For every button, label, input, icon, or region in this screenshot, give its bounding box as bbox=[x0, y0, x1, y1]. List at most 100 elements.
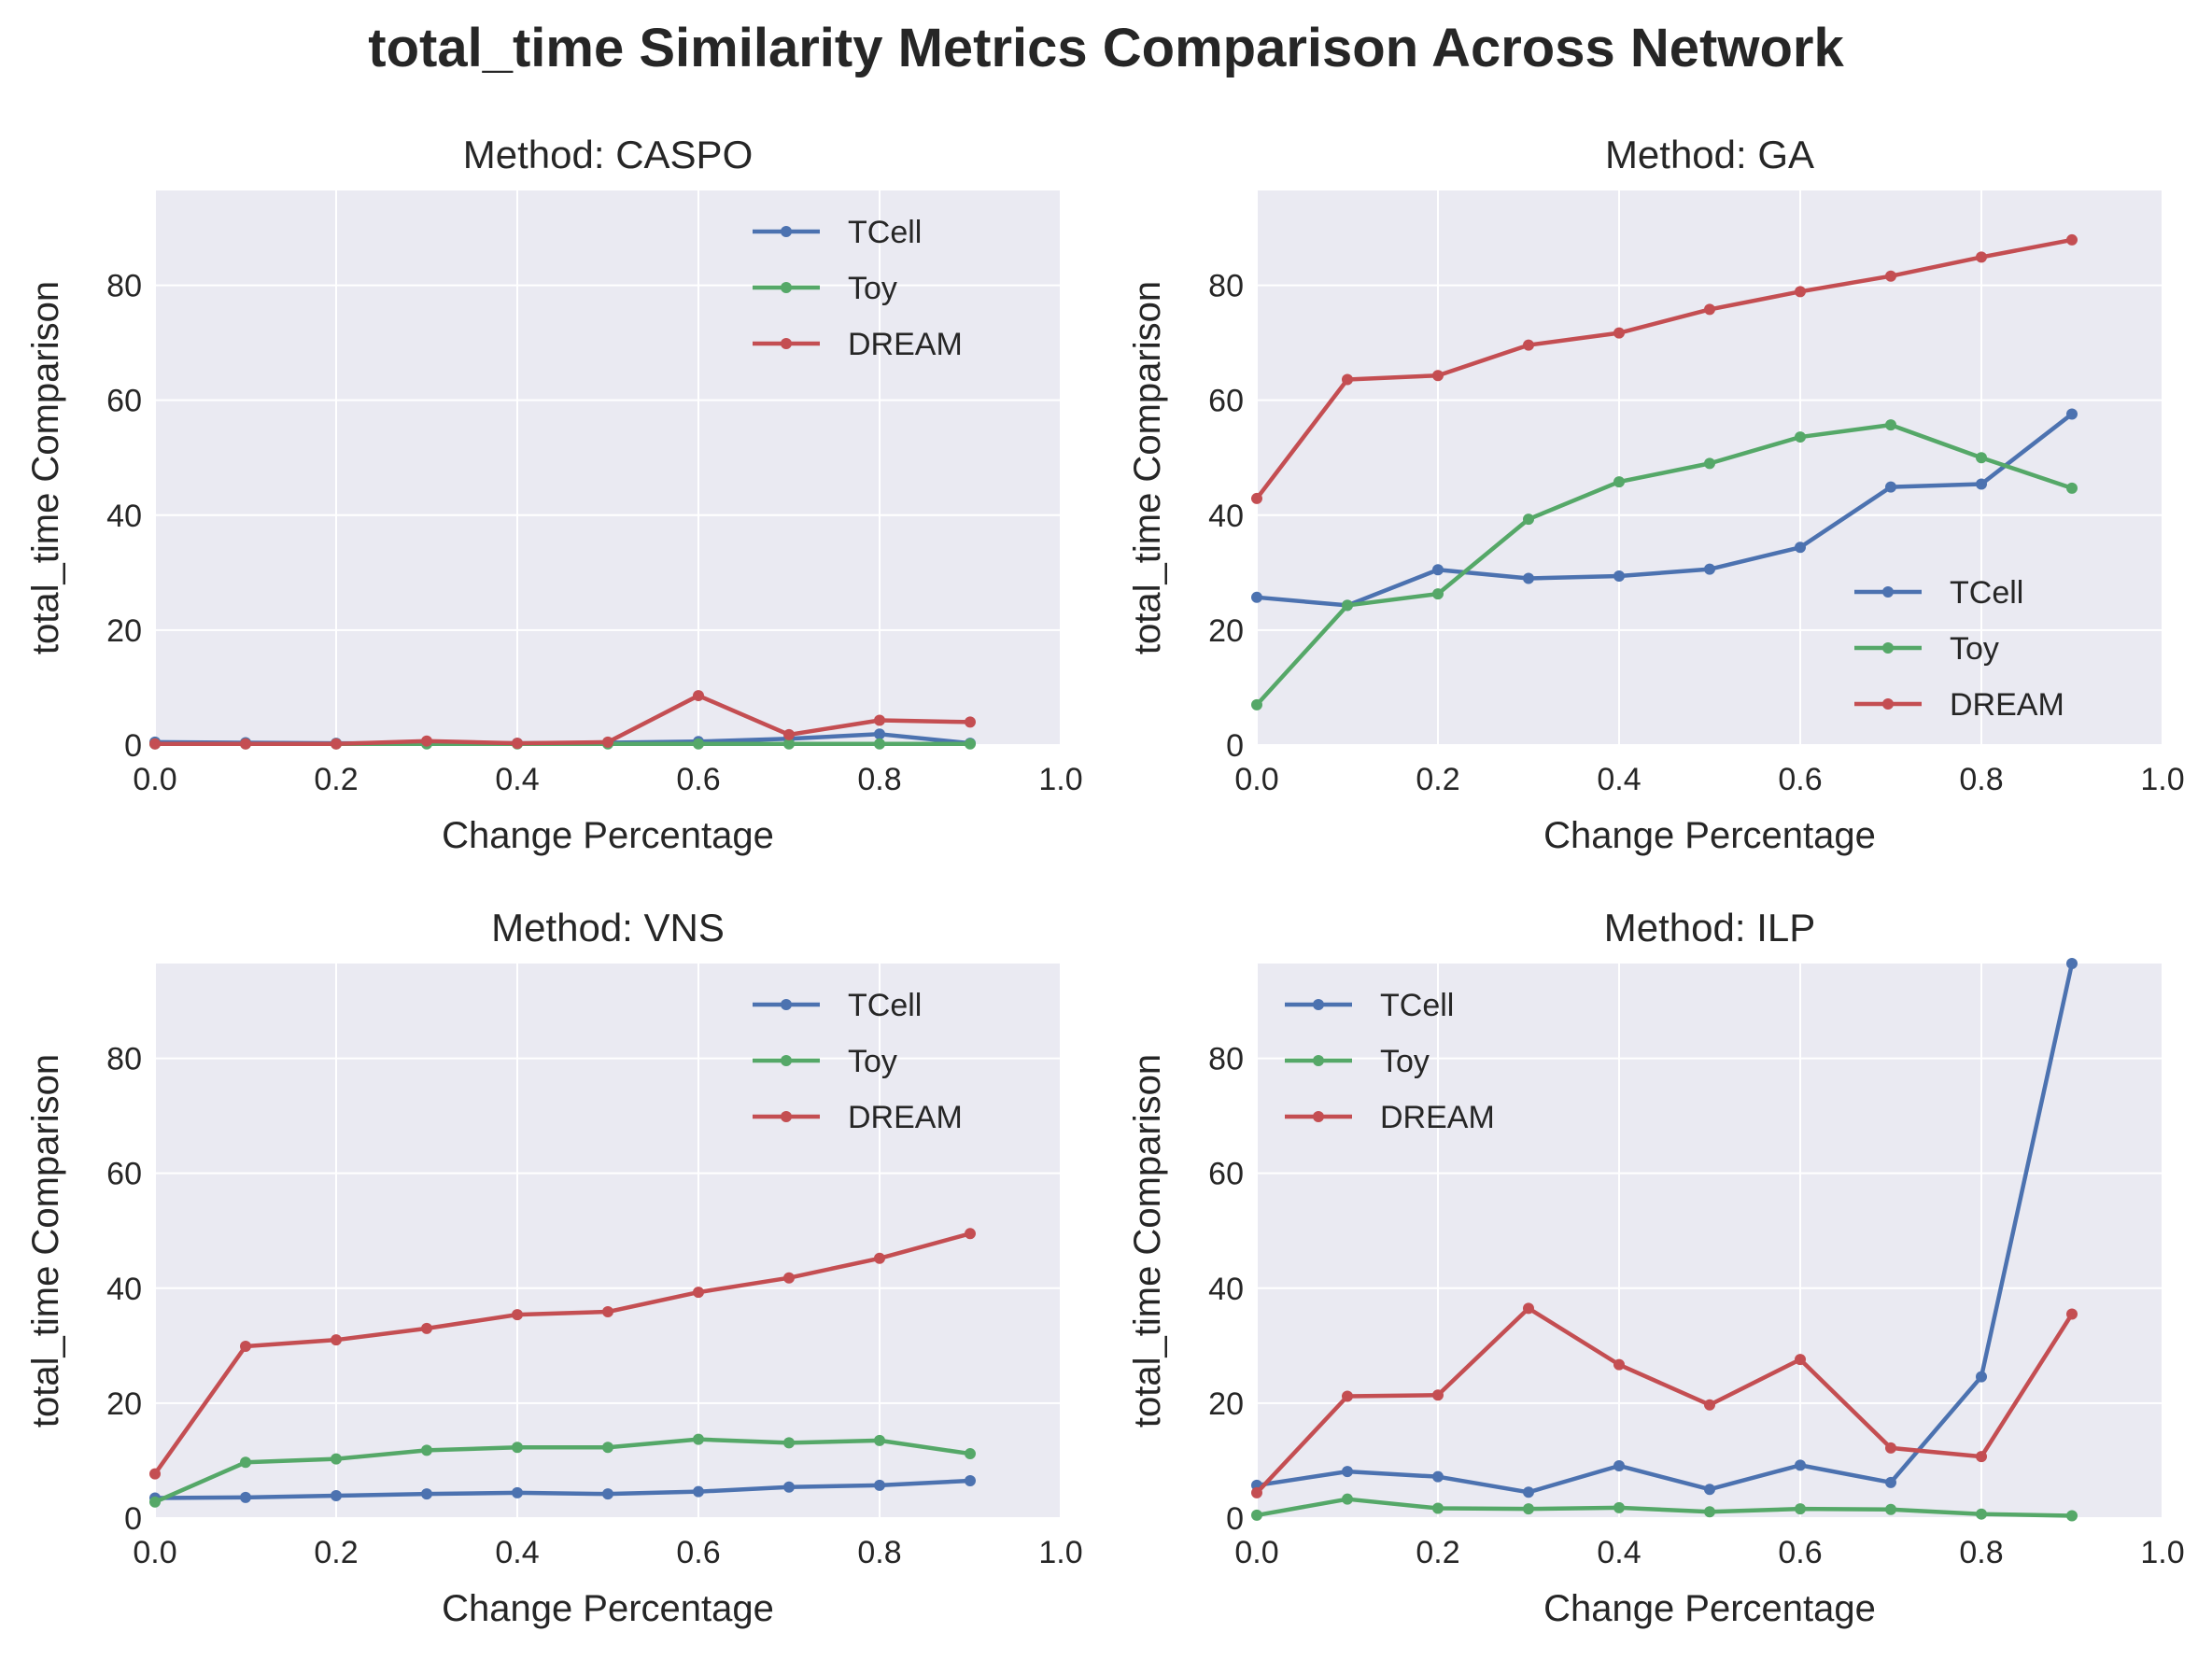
data-point bbox=[421, 1322, 432, 1334]
data-point bbox=[1251, 1486, 1262, 1498]
x-axis-label: Change Percentage bbox=[1543, 815, 1876, 856]
data-point bbox=[693, 738, 704, 750]
data-point bbox=[1523, 1503, 1534, 1515]
y-tick-label: 20 bbox=[106, 613, 142, 649]
x-tick-label: 0.6 bbox=[1778, 762, 1822, 797]
data-point bbox=[602, 1488, 613, 1500]
data-point bbox=[512, 1442, 523, 1454]
data-point bbox=[1704, 303, 1715, 316]
y-tick-label: 40 bbox=[106, 499, 142, 534]
series-tcell bbox=[149, 1474, 976, 1504]
y-tick-label: 0 bbox=[1226, 728, 1244, 764]
data-point bbox=[874, 714, 885, 726]
legend: TCell Toy DREAM bbox=[753, 988, 963, 1135]
x-tick-label: 0.0 bbox=[1234, 1535, 1278, 1570]
data-point bbox=[1342, 1466, 1353, 1478]
legend-marker bbox=[1882, 586, 1894, 598]
series-tcell bbox=[1251, 408, 2078, 612]
series-line-tcell bbox=[154, 1478, 971, 1500]
y-axis-label: total_time Comparison bbox=[25, 281, 66, 654]
y-tick-label: 60 bbox=[1208, 384, 1244, 419]
y-axis-label: total_time Comparison bbox=[25, 1054, 66, 1428]
data-point bbox=[1704, 563, 1715, 575]
data-point bbox=[1523, 1302, 1534, 1315]
y-tick-label: 60 bbox=[1208, 1157, 1244, 1192]
data-point bbox=[2066, 233, 2078, 246]
legend-label-toy: Toy bbox=[1380, 1044, 1430, 1079]
data-point bbox=[1885, 419, 1896, 431]
x-tick-label: 1.0 bbox=[1038, 1535, 1082, 1570]
data-point bbox=[783, 728, 795, 740]
legend-label-dream: DREAM bbox=[848, 1100, 963, 1135]
data-point bbox=[240, 1456, 251, 1469]
legend-marker bbox=[1882, 698, 1894, 710]
x-tick-label: 0.2 bbox=[314, 1535, 358, 1570]
data-point bbox=[1976, 452, 1987, 464]
x-tick-label: 0.2 bbox=[1416, 762, 1459, 797]
x-tick-label: 0.0 bbox=[1234, 762, 1278, 797]
legend-marker bbox=[1313, 1055, 1324, 1066]
subplot-title: Method: CASPO bbox=[463, 133, 753, 176]
data-point bbox=[1342, 599, 1353, 612]
legend-label-tcell: TCell bbox=[1380, 988, 1454, 1023]
data-point bbox=[1704, 457, 1715, 470]
data-point bbox=[783, 1481, 795, 1493]
data-point bbox=[693, 690, 704, 702]
series-line-toy bbox=[154, 1437, 971, 1504]
data-point bbox=[1523, 1486, 1534, 1498]
data-point bbox=[965, 1228, 976, 1240]
data-point bbox=[602, 1306, 613, 1318]
y-tick-label: 20 bbox=[106, 1386, 142, 1422]
series-line-toy bbox=[1255, 422, 2073, 707]
x-tick-label: 0.4 bbox=[495, 1535, 539, 1570]
legend-label-tcell: TCell bbox=[848, 215, 922, 250]
data-point bbox=[421, 1488, 432, 1500]
data-point bbox=[331, 1453, 342, 1465]
legend-label-toy: Toy bbox=[848, 1044, 897, 1079]
data-point bbox=[693, 1485, 704, 1498]
data-point bbox=[1613, 570, 1625, 583]
data-point bbox=[2066, 482, 2078, 494]
data-point bbox=[1432, 370, 1444, 382]
series-line-tcell bbox=[1256, 412, 2074, 608]
data-point bbox=[783, 1437, 795, 1449]
data-point bbox=[1795, 1354, 1806, 1366]
legend-label-dream: DREAM bbox=[1950, 687, 2064, 723]
data-point bbox=[1885, 270, 1896, 282]
y-tick-label: 40 bbox=[1208, 1272, 1244, 1307]
data-point bbox=[874, 1479, 885, 1491]
data-point bbox=[1523, 339, 1534, 351]
y-tick-label: 0 bbox=[124, 728, 142, 764]
data-point bbox=[1251, 1509, 1262, 1521]
data-point bbox=[1976, 251, 1987, 263]
x-tick-label: 0.4 bbox=[495, 762, 539, 797]
y-tick-label: 80 bbox=[106, 269, 142, 304]
series-dream bbox=[149, 690, 976, 750]
x-tick-label: 0.4 bbox=[1597, 1535, 1641, 1570]
data-point bbox=[240, 1340, 251, 1352]
data-point bbox=[965, 738, 976, 750]
series-line-dream bbox=[1255, 237, 2073, 500]
y-tick-label: 40 bbox=[1208, 499, 1244, 534]
figure-title: total_time Similarity Metrics Comparison… bbox=[368, 18, 1844, 78]
series-tcell bbox=[1251, 958, 2078, 1498]
subplot-title: Method: GA bbox=[1605, 133, 1814, 176]
data-point bbox=[1613, 1358, 1625, 1371]
x-tick-label: 0.8 bbox=[857, 762, 901, 797]
legend-label-tcell: TCell bbox=[1950, 575, 2023, 611]
series-line-dream bbox=[153, 1231, 971, 1475]
data-point bbox=[1885, 1476, 1896, 1488]
x-tick-label: 0.8 bbox=[1959, 1535, 2003, 1570]
subplot-title: Method: VNS bbox=[491, 906, 725, 950]
data-point bbox=[2066, 408, 2078, 420]
legend: TCell Toy DREAM bbox=[1854, 575, 2064, 723]
subplot-2: 0.0 0.2 0.4 0.6 0.8 1.0 0 20 40 60 80 Method: GA Cha… bbox=[1127, 133, 2185, 856]
data-point bbox=[512, 738, 523, 750]
series-toy bbox=[1251, 1493, 2078, 1522]
subplot-4: 0.0 0.2 0.4 0.6 0.8 1.0 0 20 40 60 80 Method: ILP Ch… bbox=[1127, 906, 2185, 1629]
data-point bbox=[965, 1448, 976, 1460]
data-point bbox=[602, 1442, 613, 1454]
data-point bbox=[1251, 591, 1262, 603]
series-dream bbox=[1251, 233, 2078, 504]
